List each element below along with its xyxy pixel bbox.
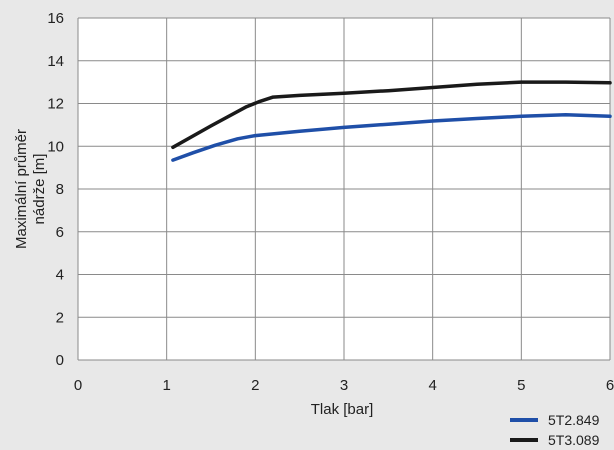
legend-label: 5T2.849: [548, 412, 600, 428]
x-tick-label: 3: [340, 377, 348, 394]
y-axis-label-line-2: nádrže [m]: [31, 154, 48, 225]
y-tick-label: 4: [56, 267, 64, 284]
x-tick-label: 6: [606, 377, 614, 394]
x-tick-label: 5: [517, 377, 525, 394]
x-axis-label: Tlak [bar]: [311, 401, 374, 418]
x-tick-label: 0: [74, 377, 82, 394]
y-tick-label: 8: [56, 181, 64, 198]
y-axis-label: Maximální průměr nádrže [m]: [13, 129, 48, 249]
x-tick-labels: 0 1 2 3 4 5 6: [74, 377, 614, 394]
y-tick-label: 14: [47, 53, 64, 70]
y-tick-label: 12: [47, 96, 64, 113]
legend-label: 5T3.089: [548, 432, 600, 448]
x-tick-label: 1: [162, 377, 170, 394]
x-tick-label: 4: [428, 377, 436, 394]
y-tick-label: 2: [56, 309, 64, 326]
y-tick-labels: 0 2 4 6 8 10 12 14 16: [47, 10, 64, 369]
y-tick-label: 16: [47, 10, 64, 27]
legend: 5T2.849 5T3.089: [510, 412, 600, 448]
series-line-1: [171, 113, 612, 162]
series-line-2: [171, 80, 612, 150]
grid: [77, 17, 611, 361]
y-axis-label-line-1: Maximální průměr: [13, 129, 30, 249]
series-lines: [171, 80, 612, 162]
y-tick-label: 0: [56, 352, 64, 369]
y-tick-label: 10: [47, 138, 64, 155]
x-tick-label: 2: [251, 377, 259, 394]
y-tick-label: 6: [56, 224, 64, 241]
